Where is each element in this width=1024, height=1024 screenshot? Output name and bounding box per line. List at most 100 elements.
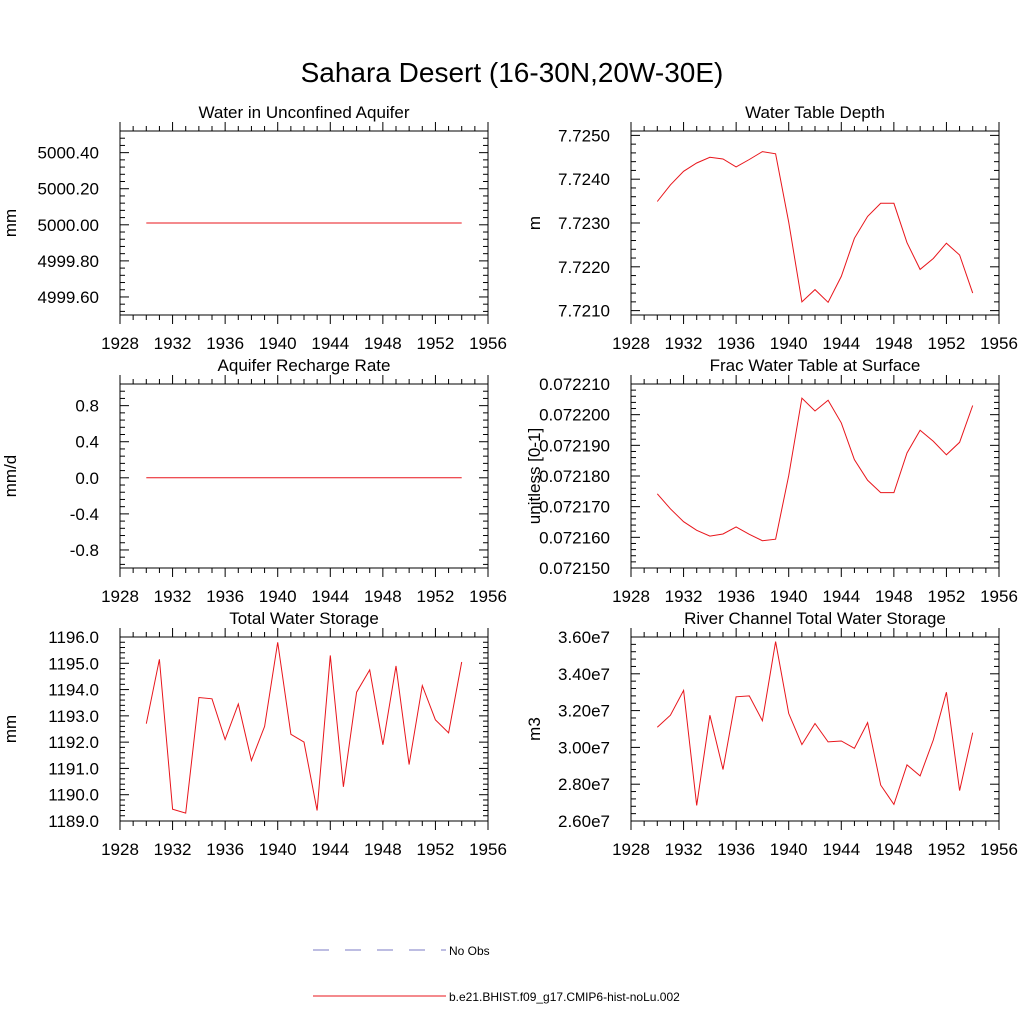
y-tick-label: -0.4	[70, 505, 99, 524]
plot-frame	[630, 636, 1000, 822]
panel-4: Frac Water Table at Surface 1928 1932 1936 1…	[525, 356, 1018, 606]
y-tick-label: 5000.40	[38, 144, 99, 163]
panel-title: Aquifer Recharge Rate	[218, 356, 391, 375]
y-tick-label: 3.00e7	[558, 738, 610, 757]
panel-title: Water Table Depth	[745, 103, 885, 122]
y-tick-label: 0.072160	[539, 528, 610, 547]
y-tick-label: 0.072180	[539, 467, 610, 486]
panel-title: Water in Unconfined Aquifer	[198, 103, 409, 122]
x-tick-label: 1936	[717, 334, 755, 353]
y-tick-label: 0.4	[75, 433, 99, 452]
x-tick-label: 1944	[822, 587, 860, 606]
panel-6: River Channel Total Water Storage 1928 193…	[525, 609, 1018, 859]
y-tick-label: 1193.0	[48, 707, 99, 726]
x-tick-label: 1956	[980, 840, 1018, 859]
y-tick-label: 4999.60	[38, 288, 99, 307]
x-tick-label: 1948	[364, 587, 402, 606]
x-tick-label: 1928	[612, 334, 650, 353]
series-line	[656, 151, 974, 304]
y-tick-label: 2.80e7	[558, 775, 610, 794]
y-tick-label: 1191.0	[48, 759, 99, 778]
panel-title: River Channel Total Water Storage	[684, 609, 946, 628]
y-tick-label: 0.072150	[539, 559, 610, 578]
y-tick-label: -0.8	[70, 541, 99, 560]
y-tick-label: 4999.80	[38, 252, 99, 271]
x-tick-label: 1952	[417, 840, 455, 859]
plot-frame	[119, 636, 489, 822]
series-line	[656, 397, 974, 542]
x-tick-label: 1944	[822, 334, 860, 353]
y-tick-label: 5000.00	[38, 216, 99, 235]
x-tick-label: 1932	[154, 840, 192, 859]
plot-frame	[630, 130, 1000, 316]
y-tick-label: 7.7220	[558, 258, 610, 277]
y-axis-label: m	[525, 216, 544, 230]
x-tick-label: 1940	[770, 840, 808, 859]
x-tick-label: 1948	[364, 334, 402, 353]
y-tick-label: 7.7210	[558, 302, 610, 321]
x-tick-label: 1940	[259, 587, 297, 606]
x-tick-label: 1956	[980, 587, 1018, 606]
y-tick-label: 7.7250	[558, 126, 610, 145]
series-line	[145, 642, 463, 814]
x-tick-label: 1936	[206, 334, 244, 353]
panel-title: Total Water Storage	[229, 609, 379, 628]
plot-frame	[119, 383, 489, 569]
x-tick-label: 1948	[875, 587, 913, 606]
x-tick-label: 1940	[259, 840, 297, 859]
x-tick-label: 1928	[101, 587, 139, 606]
x-tick-label: 1948	[875, 840, 913, 859]
panel-5: Total Water Storage 1928 1932 1936 1940 1944 1…	[1, 609, 507, 859]
x-tick-label: 1952	[928, 587, 966, 606]
legend-label-no-obs: No Obs	[449, 944, 490, 958]
y-tick-label: 0.0	[75, 469, 99, 488]
y-tick-label: 3.40e7	[558, 665, 610, 684]
x-tick-label: 1932	[665, 840, 703, 859]
x-tick-label: 1940	[770, 334, 808, 353]
x-tick-label: 1956	[980, 334, 1018, 353]
series-line	[656, 641, 974, 806]
x-tick-label: 1948	[875, 334, 913, 353]
x-tick-label: 1936	[206, 840, 244, 859]
y-tick-label: 7.7240	[558, 170, 610, 189]
y-tick-label: 2.60e7	[558, 812, 610, 831]
y-tick-label: 5000.20	[38, 180, 99, 199]
x-tick-label: 1952	[417, 334, 455, 353]
x-tick-label: 1936	[717, 840, 755, 859]
y-axis-label: unitless [0-1]	[525, 428, 544, 524]
legend: No Obs b.e21.BHIST.f09_g17.CMIP6-hist-no…	[313, 944, 680, 1004]
y-tick-label: 3.20e7	[558, 702, 610, 721]
x-tick-label: 1932	[665, 334, 703, 353]
x-tick-label: 1952	[928, 840, 966, 859]
x-tick-label: 1940	[770, 587, 808, 606]
y-tick-label: 0.8	[75, 397, 99, 416]
x-tick-label: 1952	[928, 334, 966, 353]
panel-title: Frac Water Table at Surface	[710, 356, 921, 375]
y-tick-label: 0.072190	[539, 436, 610, 455]
y-tick-label: 1194.0	[48, 681, 99, 700]
panel-1: Water in Unconfined Aquifer 1928 1932 1936 1…	[1, 103, 507, 353]
legend-label-model: b.e21.BHIST.f09_g17.CMIP6-hist-noLu.002	[449, 990, 680, 1004]
x-tick-label: 1932	[154, 334, 192, 353]
x-tick-label: 1944	[311, 587, 349, 606]
x-tick-label: 1956	[469, 587, 507, 606]
panel-3: Aquifer Recharge Rate 1928 1932 1936 1940 194…	[1, 356, 507, 606]
y-axis-label: mm/d	[1, 455, 20, 498]
y-tick-label: 1190.0	[48, 786, 99, 805]
y-axis-label: mm	[1, 209, 20, 237]
x-tick-label: 1944	[822, 840, 860, 859]
y-tick-label: 0.072200	[539, 406, 610, 425]
y-tick-label: 0.072210	[539, 375, 610, 394]
x-tick-label: 1944	[311, 334, 349, 353]
x-tick-label: 1944	[311, 840, 349, 859]
x-tick-label: 1936	[717, 587, 755, 606]
x-tick-label: 1932	[665, 587, 703, 606]
y-axis-label: m3	[525, 717, 544, 741]
x-tick-label: 1928	[612, 840, 650, 859]
x-tick-label: 1936	[206, 587, 244, 606]
x-tick-label: 1932	[154, 587, 192, 606]
x-tick-label: 1956	[469, 334, 507, 353]
x-tick-label: 1928	[101, 334, 139, 353]
x-tick-label: 1948	[364, 840, 402, 859]
